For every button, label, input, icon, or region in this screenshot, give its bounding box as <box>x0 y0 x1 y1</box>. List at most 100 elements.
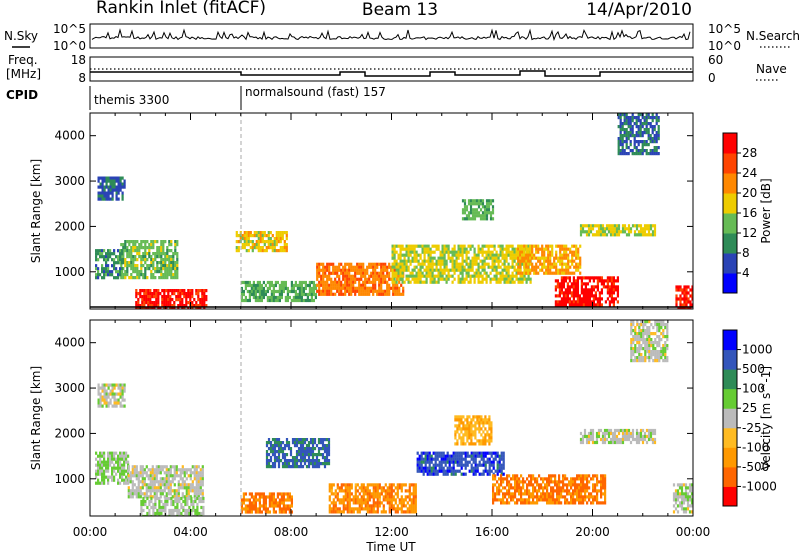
power-cell <box>596 288 599 292</box>
velocity-cell <box>330 501 333 505</box>
velocity-cell <box>113 478 116 482</box>
power-cell <box>523 253 526 257</box>
power-cell <box>493 265 496 269</box>
velocity-cell <box>396 495 399 499</box>
power-cell <box>380 277 383 281</box>
velocity-cell <box>119 472 122 476</box>
power-cell <box>122 249 125 253</box>
velocity-cell <box>101 398 104 402</box>
velocity-cell <box>194 499 197 504</box>
power-cell <box>135 295 138 299</box>
power-cell <box>689 294 692 298</box>
power-cell <box>533 268 536 272</box>
power-cell <box>621 134 624 138</box>
velocity-cell <box>311 462 315 466</box>
velocity-cell <box>440 466 443 470</box>
velocity-cell <box>103 478 106 482</box>
velocity-cell <box>265 456 269 460</box>
velocity-cell <box>474 415 477 419</box>
velocity-cell <box>159 492 162 496</box>
velocity-cell <box>358 507 361 511</box>
velocity-cell <box>166 499 169 504</box>
velocity-cell <box>462 421 465 425</box>
power-cell <box>568 303 571 307</box>
power-cell <box>579 265 582 269</box>
velocity-cell <box>181 483 184 487</box>
velocity-cell <box>109 475 112 479</box>
power-cell <box>479 274 482 278</box>
power-cell <box>527 274 530 278</box>
power-cell <box>396 277 399 281</box>
power-cell <box>296 295 299 300</box>
velocity-cell <box>99 457 102 461</box>
power-cell <box>443 262 446 266</box>
power-cell <box>121 182 124 186</box>
velocity-cell <box>271 447 275 451</box>
velocity-cell <box>121 395 124 399</box>
power-cell <box>479 247 482 251</box>
power-cell <box>451 250 454 254</box>
power-cell <box>376 265 379 269</box>
power-cell <box>266 280 269 285</box>
power-cell <box>481 268 484 272</box>
power-cell <box>141 295 144 299</box>
velocity-cell <box>99 481 102 485</box>
power-cell <box>493 256 496 260</box>
power-cell <box>136 273 139 277</box>
power-cell <box>507 250 510 254</box>
power-cell <box>443 277 446 281</box>
velocity-cell <box>360 486 363 490</box>
velocity-cell <box>121 478 124 482</box>
velocity-cell <box>386 501 389 505</box>
power-cell <box>282 289 285 294</box>
velocity-cell <box>156 511 159 516</box>
power-cell <box>483 250 486 254</box>
power-cell <box>162 261 165 265</box>
power-cell <box>352 280 355 284</box>
velocity-cell <box>131 495 134 499</box>
power-cell <box>465 262 468 266</box>
power-cell <box>314 283 317 288</box>
power-cell <box>136 258 139 262</box>
power-cell <box>352 289 355 293</box>
velocity-cell <box>278 507 281 511</box>
power-cell <box>314 286 317 291</box>
velocity-cell <box>258 504 261 508</box>
power-cell <box>561 259 564 263</box>
power-cell <box>637 113 640 117</box>
velocity-cell <box>196 508 199 513</box>
power-cell <box>97 249 100 253</box>
power-cell <box>243 240 246 244</box>
power-cell <box>115 197 118 201</box>
power-cell <box>554 288 557 292</box>
power-cell <box>529 280 532 284</box>
velocity-cell <box>368 483 371 487</box>
velocity-cell <box>301 441 305 445</box>
power-cell <box>378 286 381 290</box>
power-cell <box>421 259 424 263</box>
power-cell <box>579 227 583 231</box>
power-cell <box>248 295 251 300</box>
velocity-cell <box>267 462 271 466</box>
power-cell <box>264 289 267 294</box>
power-cell <box>653 128 656 132</box>
velocity-cell <box>199 492 202 496</box>
power-cell <box>274 283 277 288</box>
power-cell <box>557 268 560 272</box>
velocity-cell <box>291 438 295 442</box>
velocity-cell <box>456 415 459 419</box>
power-cell <box>306 292 309 297</box>
power-cell <box>543 271 546 275</box>
velocity-cell <box>440 451 443 455</box>
power-cell <box>253 231 256 235</box>
power-cell <box>360 289 363 293</box>
power-cell <box>149 289 152 293</box>
power-cell <box>590 303 593 307</box>
velocity-cell <box>170 514 173 516</box>
power-cell <box>191 289 194 293</box>
power-cell <box>177 292 180 296</box>
power-cell <box>128 264 131 268</box>
velocity-cell <box>195 465 198 469</box>
power-cell <box>571 253 574 257</box>
power-cell <box>453 244 456 248</box>
